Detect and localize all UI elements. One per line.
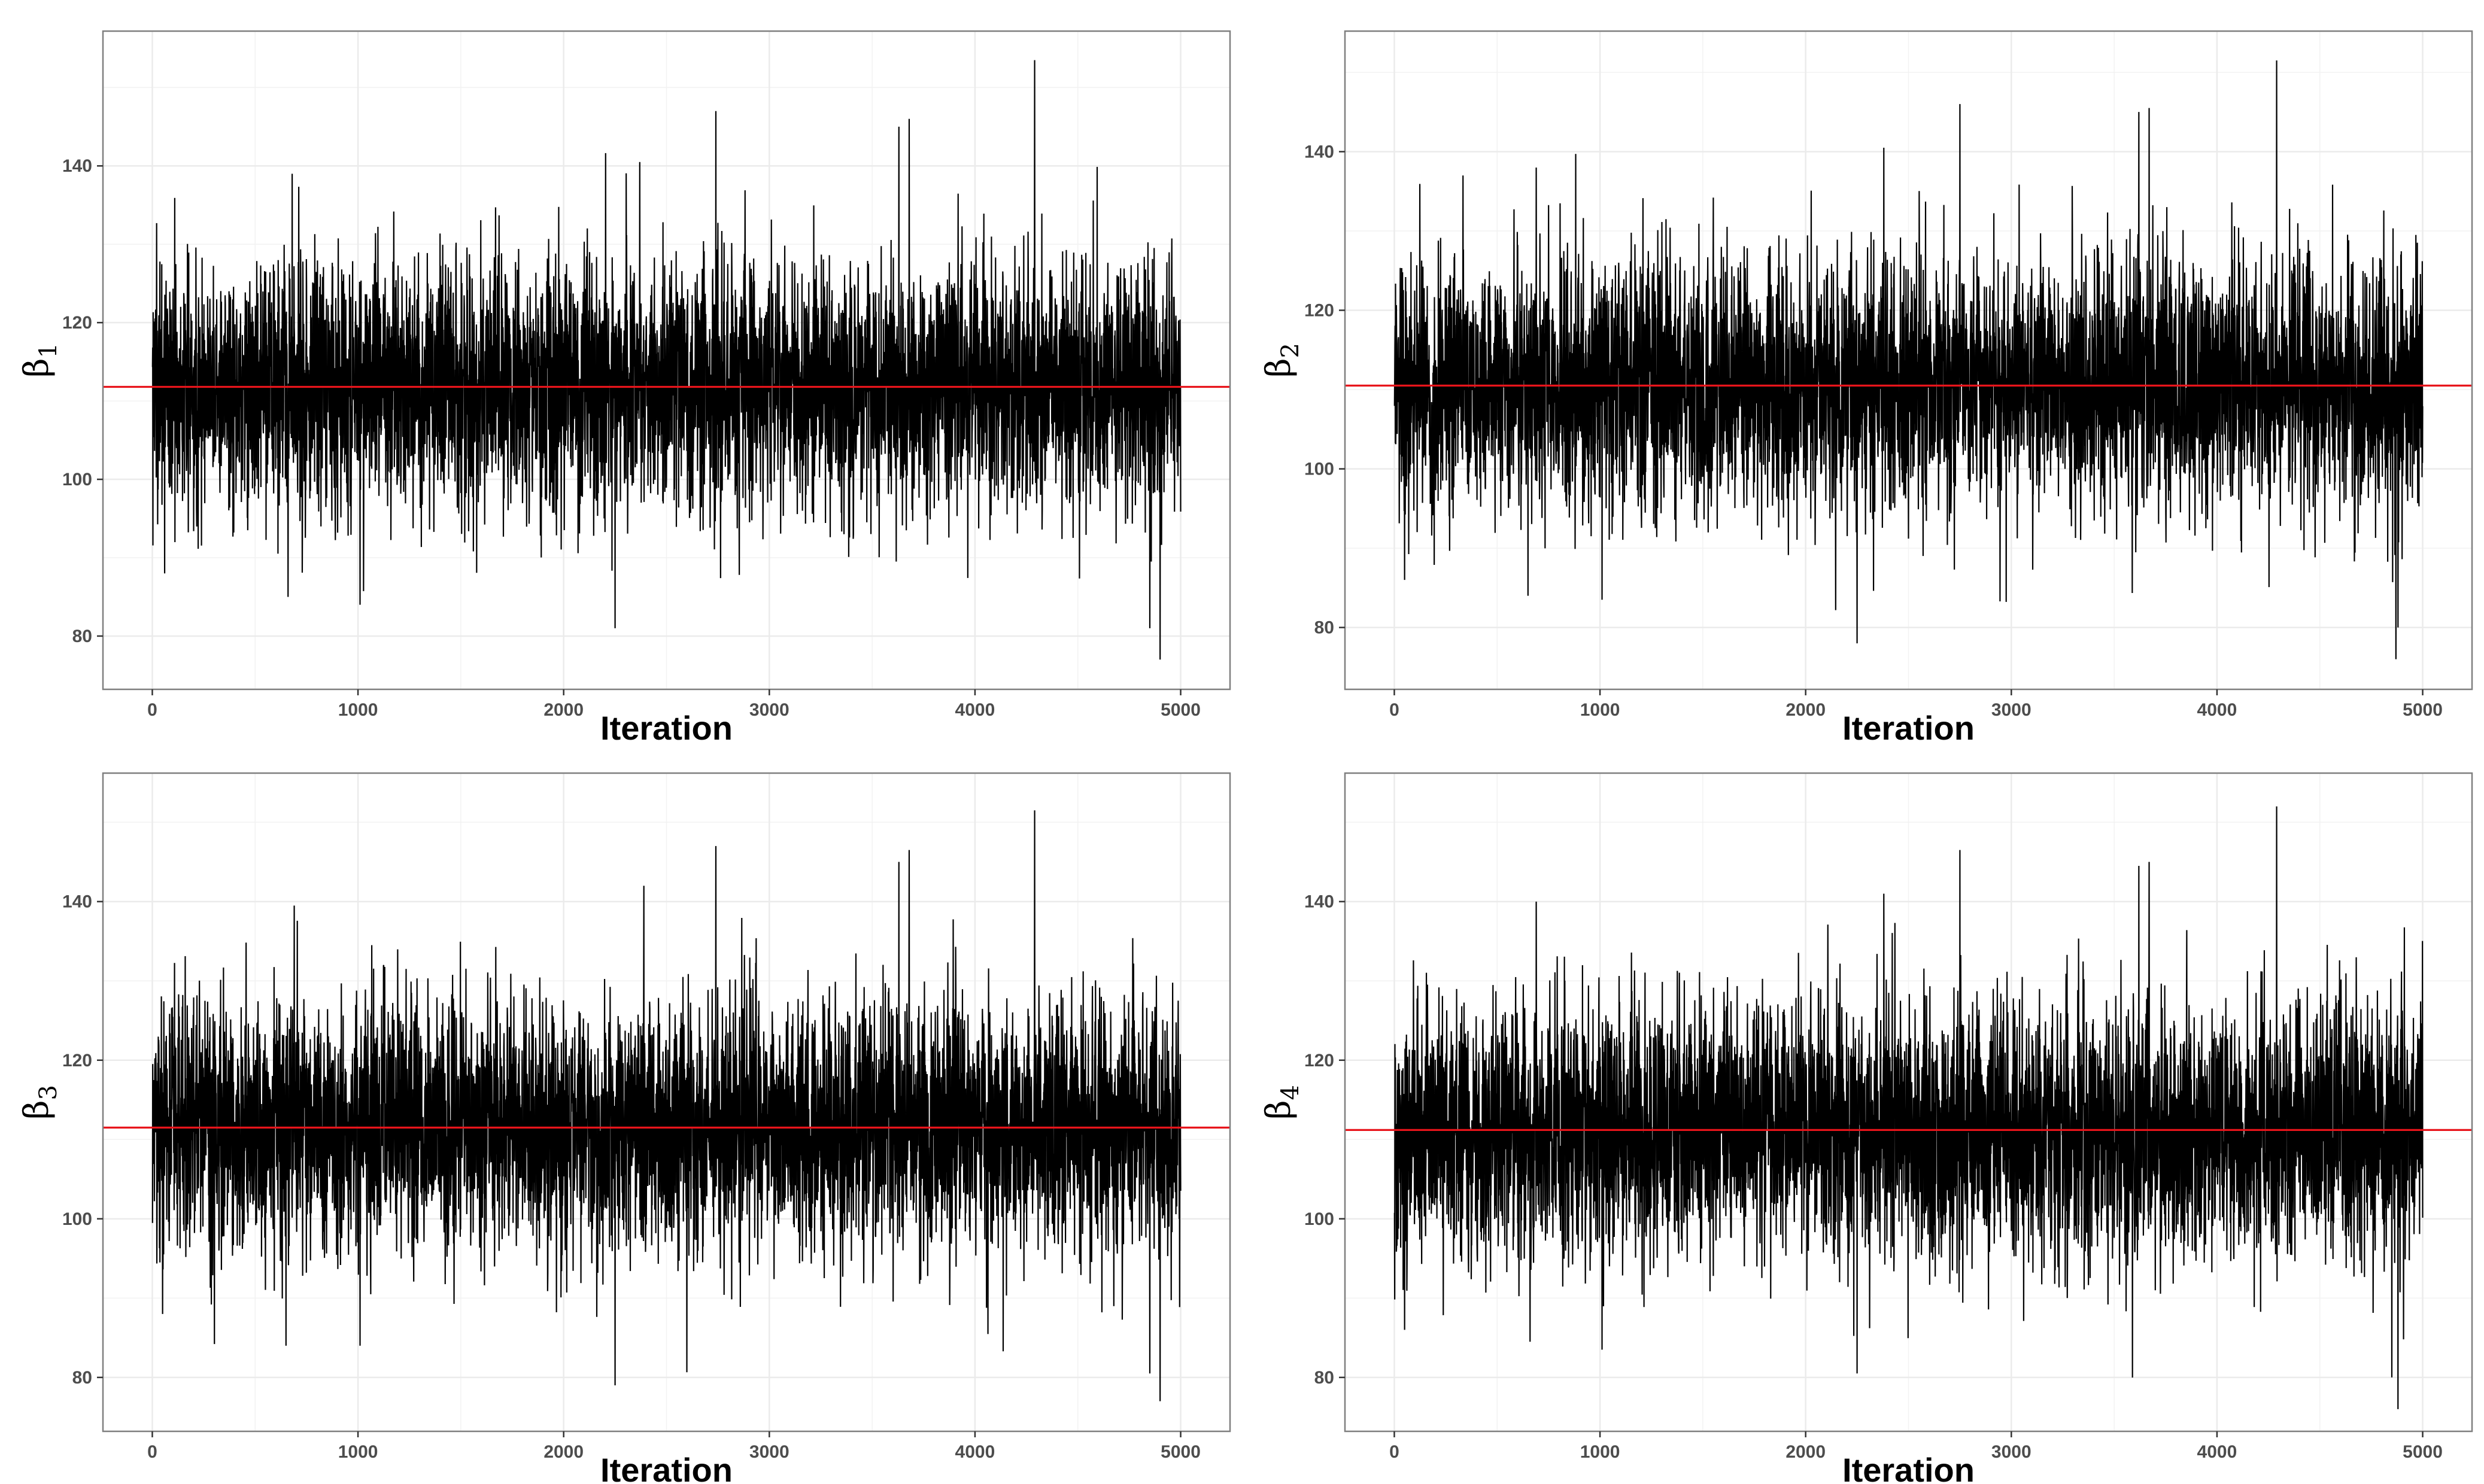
x-tick-label: 4000 bbox=[955, 1442, 995, 1462]
plot-border bbox=[102, 30, 1231, 691]
y-axis-title: β2 bbox=[1259, 343, 1304, 378]
y-tick-label: 80 bbox=[72, 1368, 92, 1388]
x-tick-label: 5000 bbox=[1161, 700, 1201, 720]
x-tick-label: 2000 bbox=[1785, 1442, 1826, 1462]
y-tick-label: 140 bbox=[62, 892, 92, 912]
x-tick-label: 2000 bbox=[1785, 700, 1826, 720]
x-axis-title: Iteration bbox=[600, 1451, 733, 1484]
y-tick-label: 120 bbox=[62, 1051, 92, 1071]
y-axis-title: β3 bbox=[17, 1085, 62, 1120]
y-tick-label: 80 bbox=[1314, 1368, 1334, 1388]
trace-series-line bbox=[151, 810, 1182, 1401]
x-axis-title: Iteration bbox=[600, 709, 733, 742]
x-tick-label: 1000 bbox=[338, 700, 378, 720]
y-axis-symbol: β bbox=[17, 358, 56, 378]
plot-border bbox=[1344, 772, 2473, 1433]
chart-svg-beta3: 0 1000 2000 3000 4000 5000 80 100 120 140 Iteratio… bbox=[17, 772, 1231, 1484]
trace-series-line bbox=[1393, 60, 2424, 659]
y-tick-label: 140 bbox=[62, 156, 92, 176]
x-tick-label: 3000 bbox=[749, 1442, 789, 1462]
x-tick-label: 1000 bbox=[1580, 1442, 1620, 1462]
y-tick-label: 140 bbox=[1304, 892, 1334, 912]
y-tick-label: 80 bbox=[1314, 618, 1334, 638]
x-tick-label: 0 bbox=[147, 700, 157, 720]
y-axis-subscript: 3 bbox=[35, 1085, 62, 1100]
x-tick-label: 2000 bbox=[543, 700, 584, 720]
x-tick-label: 3000 bbox=[749, 700, 789, 720]
y-axis-subscript: 4 bbox=[1277, 1085, 1304, 1100]
x-axis-title: Iteration bbox=[1842, 709, 1975, 742]
trace-plot-beta2: 0 1000 2000 3000 4000 5000 80 100 120 140 Iteratio… bbox=[1242, 0, 2484, 742]
trace-series-line bbox=[1393, 806, 2424, 1409]
trace-plot-beta3: 0 1000 2000 3000 4000 5000 80 100 120 140 Iteratio… bbox=[0, 742, 1242, 1484]
y-tick-label: 120 bbox=[1304, 1051, 1334, 1071]
x-tick-label: 1000 bbox=[1580, 700, 1620, 720]
y-axis-title: β4 bbox=[1259, 1085, 1304, 1120]
x-axis-title: Iteration bbox=[1842, 1451, 1975, 1484]
x-tick-label: 1000 bbox=[338, 1442, 378, 1462]
x-tick-label: 0 bbox=[1389, 1442, 1399, 1462]
y-tick-label: 120 bbox=[62, 313, 92, 333]
y-axis-symbol: β bbox=[1259, 1100, 1298, 1120]
x-tick-label: 0 bbox=[1389, 700, 1399, 720]
chart-svg-beta2: 0 1000 2000 3000 4000 5000 80 100 120 140 Iteratio… bbox=[1259, 30, 2473, 742]
y-tick-label: 100 bbox=[1304, 460, 1334, 479]
y-tick-label: 100 bbox=[1304, 1209, 1334, 1229]
x-tick-label: 5000 bbox=[2403, 700, 2443, 720]
x-tick-label: 4000 bbox=[2197, 1442, 2237, 1462]
y-tick-label: 100 bbox=[62, 470, 92, 489]
x-tick-label: 5000 bbox=[2403, 1442, 2443, 1462]
y-axis-title: β1 bbox=[17, 343, 62, 378]
plot-border bbox=[1344, 30, 2473, 691]
y-tick-label: 140 bbox=[1304, 142, 1334, 162]
x-tick-label: 4000 bbox=[955, 700, 995, 720]
x-tick-label: 3000 bbox=[1991, 700, 2031, 720]
x-tick-label: 2000 bbox=[543, 1442, 584, 1462]
y-tick-label: 100 bbox=[62, 1209, 92, 1229]
y-tick-label: 120 bbox=[1304, 301, 1334, 321]
chart-svg-beta4: 0 1000 2000 3000 4000 5000 80 100 120 140 Iteratio… bbox=[1259, 772, 2473, 1484]
y-axis-subscript: 1 bbox=[35, 343, 62, 358]
y-axis-subscript: 2 bbox=[1277, 343, 1304, 358]
y-axis-symbol: β bbox=[17, 1100, 56, 1120]
trace-series-line bbox=[151, 60, 1182, 660]
trace-plot-beta1: 0 1000 2000 3000 4000 5000 80 100 120 140 Iteratio… bbox=[0, 0, 1242, 742]
y-tick-label: 80 bbox=[72, 627, 92, 646]
y-axis-symbol: β bbox=[1259, 358, 1298, 378]
trace-plot-beta4: 0 1000 2000 3000 4000 5000 80 100 120 140 Iteratio… bbox=[1242, 742, 2484, 1484]
plot-border bbox=[102, 772, 1231, 1433]
x-tick-label: 3000 bbox=[1991, 1442, 2031, 1462]
x-tick-label: 4000 bbox=[2197, 700, 2237, 720]
x-tick-label: 5000 bbox=[1161, 1442, 1201, 1462]
x-tick-label: 0 bbox=[147, 1442, 157, 1462]
chart-svg-beta1: 0 1000 2000 3000 4000 5000 80 100 120 140 Iteratio… bbox=[17, 30, 1231, 742]
